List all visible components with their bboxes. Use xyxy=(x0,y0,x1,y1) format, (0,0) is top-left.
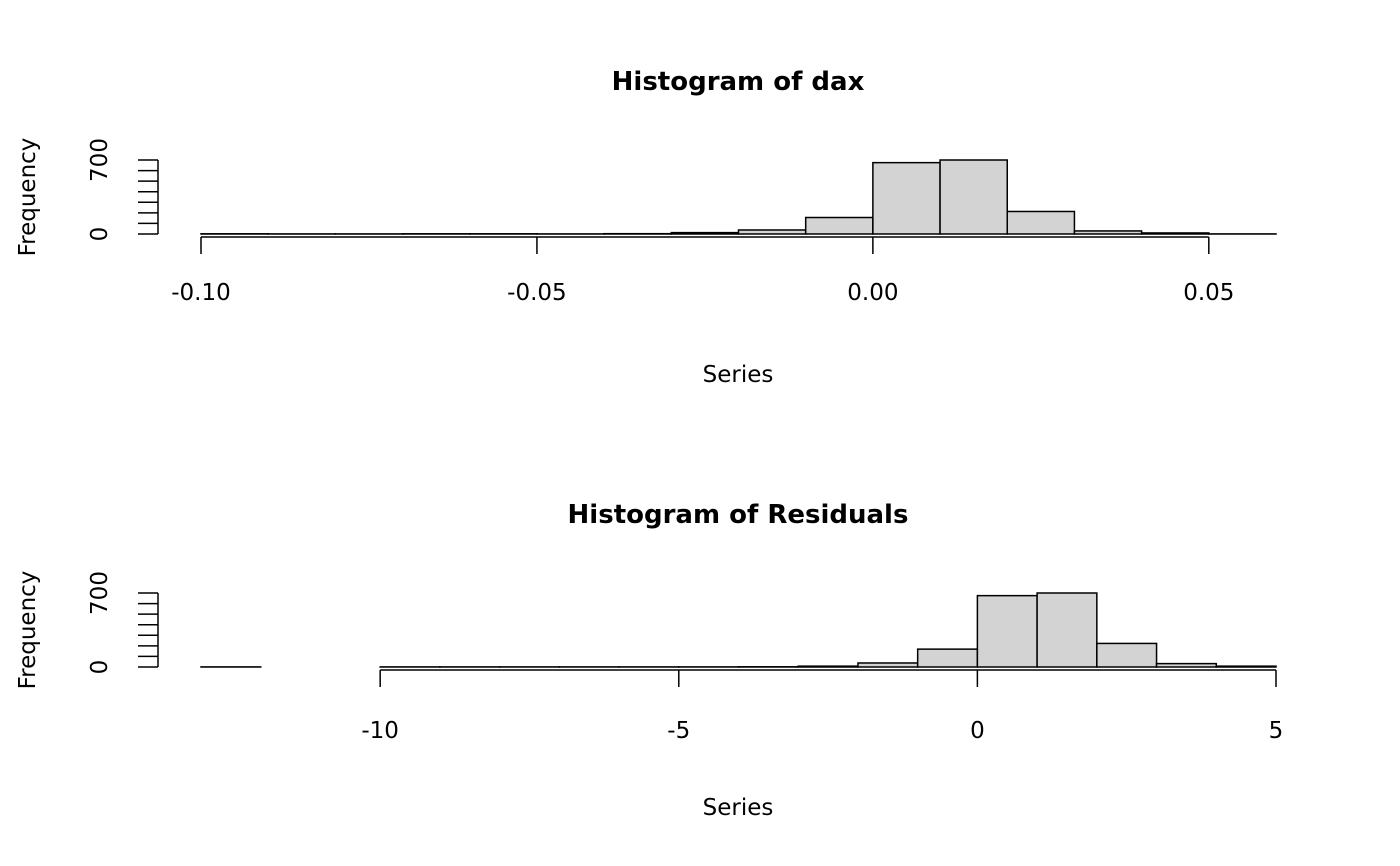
histogram-bar xyxy=(857,662,919,668)
x-tick-label: 0 xyxy=(970,718,985,744)
x-axis-label: Series xyxy=(703,362,774,388)
x-tick-label: -0.10 xyxy=(171,280,231,306)
y-tick-label: 0 xyxy=(87,227,113,242)
histogram-panel-1: Histogram of dax -0.10 -0.05 0.00 0.05 0 700 Se… xyxy=(15,67,1277,388)
histogram-bar xyxy=(1140,232,1210,235)
histogram-bar xyxy=(804,216,874,235)
x-tick-label: -5 xyxy=(667,718,690,744)
histogram-bar xyxy=(670,231,740,235)
histogram-bar xyxy=(737,229,807,235)
chart-title: Histogram of dax xyxy=(612,67,865,97)
histogram-bar xyxy=(939,159,1008,235)
histogram-bar xyxy=(1036,592,1098,668)
y-tick-label: 700 xyxy=(87,571,113,615)
x-tick-label: -10 xyxy=(361,718,399,744)
histogram-bar xyxy=(872,161,941,235)
histogram-panel-2: Histogram of Residuals -10 -5 0 5 0 700 Series F… xyxy=(15,500,1283,821)
x-tick-label: 0.05 xyxy=(1183,280,1234,306)
histogram-bar xyxy=(1006,210,1076,235)
histogram-bar xyxy=(916,648,979,668)
x-tick-label: -0.05 xyxy=(507,280,567,306)
y-tick-label: 0 xyxy=(87,660,113,675)
histogram-bar xyxy=(797,665,859,668)
y-axis-label: Frequency xyxy=(15,138,41,257)
histogram-bar xyxy=(1096,642,1158,668)
histogram-bar xyxy=(1073,230,1143,235)
x-axis-label: Series xyxy=(703,795,774,821)
y-tick-label: 700 xyxy=(87,138,113,182)
y-axis-label: Frequency xyxy=(15,571,41,690)
chart-title: Histogram of Residuals xyxy=(568,500,909,530)
x-tick-label: 0.00 xyxy=(847,280,898,306)
histogram-bar xyxy=(1215,665,1277,668)
x-tick-label: 5 xyxy=(1269,718,1284,744)
histogram-bar xyxy=(1155,662,1218,668)
histogram-bar xyxy=(976,594,1038,668)
